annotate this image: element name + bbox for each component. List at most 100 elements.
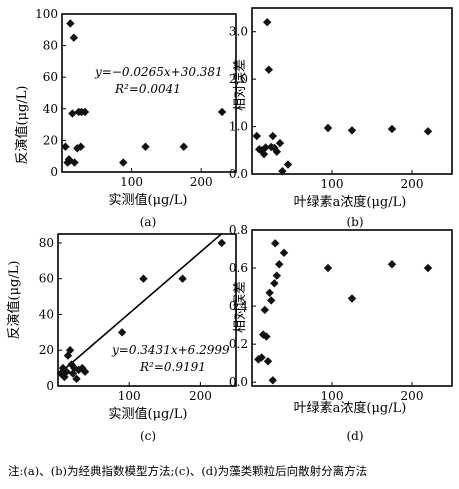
data-point bbox=[117, 328, 127, 337]
y-tick-label: 1.0 bbox=[229, 120, 248, 134]
data-point bbox=[387, 124, 397, 134]
data-point bbox=[66, 19, 75, 28]
data-point bbox=[60, 372, 69, 382]
y-tick-label: 100 bbox=[35, 7, 58, 21]
data-point bbox=[263, 357, 273, 366]
panel-b-xlabel: 叶绿素a浓度(μg/L) bbox=[294, 194, 407, 210]
y-tick-label: 20 bbox=[43, 133, 58, 147]
data-point bbox=[68, 109, 77, 118]
y-tick-label: 60 bbox=[43, 70, 58, 84]
data-point bbox=[141, 142, 150, 151]
data-point bbox=[275, 260, 284, 269]
data-point bbox=[119, 158, 128, 167]
y-tick-label: 40 bbox=[39, 307, 54, 321]
panel-c-ylabel: 反演值(μg/L) bbox=[6, 261, 22, 340]
x-tick-label: 100 bbox=[321, 177, 344, 191]
data-point bbox=[217, 107, 227, 117]
panel-d-label: (d) bbox=[346, 429, 363, 443]
data-point bbox=[65, 346, 75, 355]
panel-c-xlabel: 实测值(μg/L) bbox=[109, 406, 188, 422]
panel-b-label: (b) bbox=[346, 215, 363, 229]
x-tick-label: 200 bbox=[189, 389, 212, 403]
data-point bbox=[72, 374, 81, 384]
regression-line bbox=[57, 233, 223, 376]
data-point bbox=[263, 18, 272, 27]
data-point bbox=[272, 271, 281, 280]
y-tick-label: 2.0 bbox=[229, 72, 248, 86]
panel-c-label: (c) bbox=[140, 429, 156, 443]
data-point bbox=[275, 138, 285, 148]
data-point bbox=[262, 332, 271, 341]
y-tick-label: 20 bbox=[39, 343, 54, 357]
panel-d-xlabel: 叶绿素a浓度(μg/L) bbox=[294, 400, 407, 416]
data-point bbox=[260, 305, 269, 315]
y-tick-label: 0.0 bbox=[229, 167, 248, 181]
y-tick-label: 0 bbox=[50, 165, 58, 179]
data-point bbox=[257, 353, 266, 362]
y-tick-label: 0.4 bbox=[229, 299, 248, 313]
x-tick-label: 100 bbox=[120, 175, 143, 189]
data-point bbox=[61, 142, 70, 151]
y-tick-label: 40 bbox=[43, 102, 58, 116]
panel-a-frame bbox=[61, 13, 237, 173]
panel-c-frame bbox=[57, 233, 237, 387]
panel-b-frame bbox=[251, 7, 453, 175]
data-point bbox=[272, 147, 281, 156]
panel-b: 相对误差 叶绿素a浓度(μg/L) (b) 100 200 0.0 1.0 2.0 3.0 bbox=[229, 7, 453, 229]
data-point bbox=[261, 143, 270, 152]
data-point bbox=[271, 239, 280, 248]
y-tick-label: 0.8 bbox=[229, 223, 248, 237]
data-point bbox=[278, 166, 287, 176]
panel-d-ylabel: 相对误差 bbox=[233, 281, 248, 333]
data-point bbox=[70, 158, 79, 167]
y-tick-label: 60 bbox=[39, 272, 54, 286]
data-point bbox=[347, 126, 357, 135]
data-point bbox=[69, 33, 79, 42]
x-tick-label: 200 bbox=[401, 177, 424, 191]
data-point bbox=[423, 127, 433, 136]
panel-a-xlabel: 实测值(μg/L) bbox=[109, 192, 188, 208]
x-tick-label: 200 bbox=[401, 389, 424, 403]
panel-a-ylabel: 反演值(μg/L) bbox=[14, 86, 30, 165]
data-point bbox=[252, 131, 261, 141]
figure-note: 注:(a)、(b)为经典指数模型方法;(c)、(d)为藻类颗粒后向散射分离方法 bbox=[8, 464, 368, 478]
panel-d: 相对误差 叶绿素a浓度(μg/L) (d) 100 200 0.0 0.2 0.4 0.6… bbox=[229, 223, 453, 443]
data-point bbox=[80, 367, 90, 376]
data-point bbox=[139, 274, 148, 283]
panel-a: 反演值(μg/L) 实测值(μg/L) (a) y=−0.0265x+30.38… bbox=[14, 7, 237, 229]
data-point bbox=[347, 294, 357, 303]
data-point bbox=[178, 274, 187, 283]
panel-c-equation: y=0.3431x+6.2999 bbox=[111, 343, 230, 357]
data-point bbox=[283, 160, 293, 169]
y-tick-label: 0 bbox=[46, 379, 54, 393]
data-point bbox=[217, 238, 226, 248]
y-tick-label: 0.2 bbox=[229, 337, 248, 351]
x-tick-label: 100 bbox=[118, 389, 141, 403]
x-tick-label: 200 bbox=[190, 175, 213, 189]
y-tick-label: 3.0 bbox=[229, 25, 248, 39]
data-point bbox=[76, 142, 85, 151]
x-tick-label: 100 bbox=[321, 389, 344, 403]
panel-a-label: (a) bbox=[140, 215, 157, 229]
panel-c: 反演值(μg/L) 实测值(μg/L) (c) y=0.3431x+6.2999… bbox=[6, 233, 237, 443]
data-point bbox=[323, 263, 333, 273]
data-point bbox=[179, 142, 188, 151]
data-point bbox=[423, 263, 433, 273]
data-point bbox=[264, 65, 273, 74]
data-point bbox=[267, 296, 276, 305]
data-point bbox=[80, 107, 90, 117]
panel-b-ylabel: 相对误差 bbox=[233, 59, 248, 111]
y-tick-label: 80 bbox=[39, 236, 54, 250]
data-point bbox=[268, 376, 277, 385]
data-point bbox=[270, 279, 279, 288]
data-point bbox=[268, 131, 277, 141]
panel-c-r2: R²=0.9191 bbox=[139, 360, 206, 374]
data-point bbox=[62, 367, 71, 376]
data-point bbox=[259, 149, 269, 159]
panel-a-r2: R²=0.0041 bbox=[114, 82, 181, 96]
data-point bbox=[265, 288, 274, 297]
y-tick-label: 0.0 bbox=[229, 375, 248, 389]
data-point bbox=[65, 156, 74, 166]
panel-d-frame bbox=[251, 229, 453, 387]
data-point bbox=[387, 260, 397, 269]
